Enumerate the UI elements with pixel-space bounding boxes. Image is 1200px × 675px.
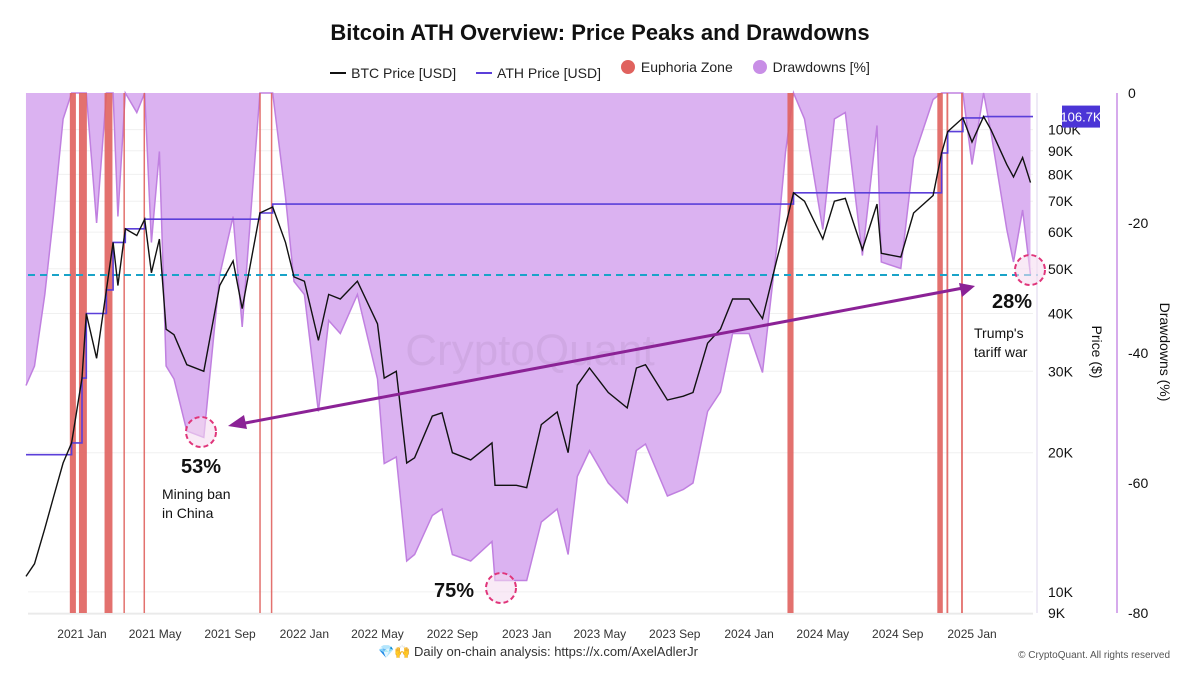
price-tick-label: 90K (1048, 143, 1074, 159)
x-tick-label: 2024 Jan (724, 627, 773, 641)
legend-item-euphoria[interactable]: Euphoria Zone (620, 59, 733, 75)
price-tick-label: 10K (1048, 584, 1074, 600)
annotation-circle (185, 416, 217, 448)
drawdown-swatch (752, 60, 767, 74)
drawdown-tick-label: 0 (1128, 85, 1136, 101)
annotation-text: in China (162, 505, 214, 521)
ath-line-swatch (476, 72, 493, 74)
price-tick-label: 60K (1048, 224, 1074, 240)
drawdown-tick-label: -20 (1128, 215, 1148, 231)
copyright: © CryptoQuant. All rights reserved (1018, 650, 1170, 661)
euphoria-zone-bar (143, 93, 146, 613)
annotation-percent: 28% (992, 291, 1032, 313)
drawdown-line (25, 90, 1032, 582)
drawdown-tick-label: -40 (1128, 345, 1148, 361)
drawdown-tick-label: -60 (1128, 475, 1148, 491)
legend-item-ath-price[interactable]: ATH Price [USD] (476, 65, 601, 81)
drawdown-tick-label: -80 (1128, 605, 1148, 621)
arrowhead-left (228, 415, 247, 429)
euphoria-zone-bar (69, 93, 76, 613)
x-tick-label: 2023 Jan (502, 627, 551, 641)
euphoria-zone-bar (937, 93, 943, 613)
x-tick-label: 2022 Jan (280, 627, 329, 641)
x-tick-label: 2022 Sep (427, 627, 479, 641)
x-tick-label: 2024 Sep (872, 627, 924, 641)
price-tick-label: 80K (1048, 166, 1074, 182)
euphoria-zone-bar (123, 93, 125, 613)
arrowhead-right (959, 283, 975, 297)
legend-label: Euphoria Zone (640, 59, 733, 75)
chart-title: Bitcoin ATH Overview: Price Peaks and Dr… (330, 20, 870, 45)
footer-link[interactable]: https://x.com/AxelAdlerJr (554, 644, 698, 659)
price-tick-label: 70K (1048, 193, 1074, 209)
euphoria-zone-bar (78, 93, 87, 613)
ath-value-label: 106.7K (1060, 110, 1102, 125)
price-axis-title: Price ($) (1089, 326, 1105, 379)
annotation-text: Trump's (974, 325, 1024, 341)
legend-item-btc-price[interactable]: BTC Price [USD] (330, 65, 456, 81)
euphoria-zone-bar (259, 93, 261, 613)
x-tick-label: 2024 May (796, 627, 849, 641)
footer-text: Daily on-chain analysis: (414, 644, 555, 659)
annotation-text: tariff war (974, 344, 1028, 360)
price-tick-label: 30K (1048, 363, 1074, 379)
x-tick-label: 2021 Jan (57, 627, 106, 641)
watermark: CryptoQuant (405, 326, 654, 375)
annotation-circle (1014, 254, 1046, 286)
footer: 💎🙌 Daily on-chain analysis: https://x.co… (378, 644, 698, 660)
x-tick-label: 2023 Sep (649, 627, 701, 641)
legend-label: Drawdowns [%] (772, 59, 870, 75)
euphoria-zone-bar (946, 93, 949, 613)
ath-value-badge (1062, 105, 1100, 128)
annotation-percent: 53% (181, 456, 221, 478)
x-tick-label: 2021 Sep (204, 627, 256, 641)
legend-label: BTC Price [USD] (351, 65, 457, 81)
euphoria-zone-bar (961, 93, 963, 613)
annotation-percent: 75% (434, 580, 474, 602)
price-tick-label: 40K (1048, 306, 1074, 322)
legend: BTC Price [USD] ATH Price [USD] Euphoria… (0, 59, 1200, 81)
btc-price-line (25, 115, 1032, 577)
x-tick-label: 2025 Jan (947, 627, 996, 641)
euphoria-zone-bar (787, 93, 794, 613)
x-tick-label: 2022 May (351, 627, 404, 641)
btc-line-swatch (330, 72, 347, 74)
price-tick-label: 9K (1048, 605, 1066, 621)
legend-item-drawdowns[interactable]: Drawdowns [%] (752, 59, 870, 75)
price-tick-label: 50K (1048, 261, 1074, 277)
annotation-circle (485, 572, 517, 604)
euphoria-zone-bar (104, 93, 113, 613)
euphoria-swatch (620, 60, 635, 74)
drawdown-axis-title: Drawdowns (%) (1157, 303, 1173, 402)
double-arrow-line (239, 286, 964, 426)
price-tick-label: 20K (1048, 445, 1074, 461)
euphoria-zone-bar (270, 93, 273, 613)
x-tick-label: 2023 May (573, 627, 626, 641)
annotation-text: Mining ban (162, 486, 231, 502)
x-tick-label: 2021 May (129, 627, 182, 641)
legend-label: ATH Price [USD] (497, 65, 601, 81)
diamond-hands-emoji: 💎🙌 (378, 644, 411, 659)
